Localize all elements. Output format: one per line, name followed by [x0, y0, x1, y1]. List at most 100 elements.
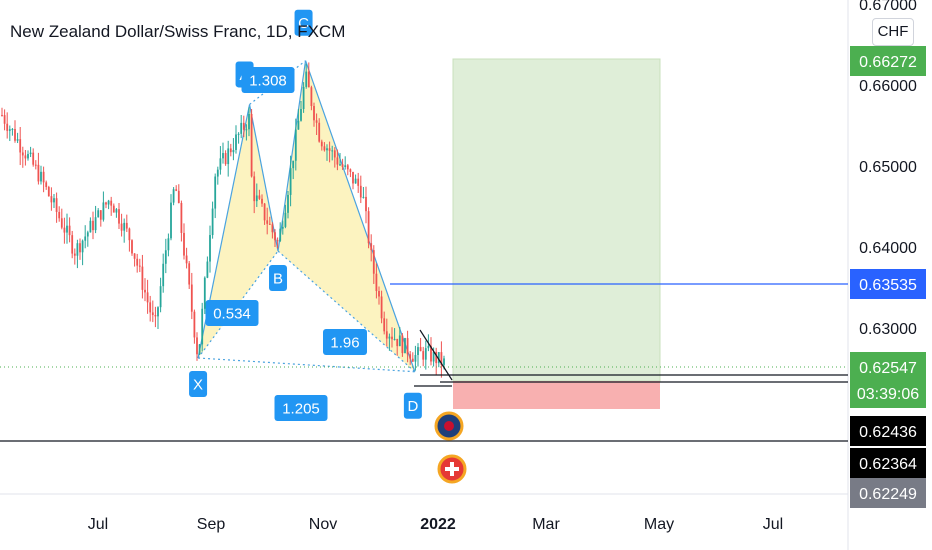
candle-body: [300, 109, 302, 121]
candle-body: [170, 202, 172, 239]
candle-body: [29, 152, 32, 155]
candle-body: [237, 133, 240, 135]
candle-body: [19, 139, 22, 153]
candle-body: [372, 250, 375, 274]
x-tick-label: Sep: [197, 516, 226, 533]
price-label-gray: 0.62249: [850, 478, 926, 508]
candle-body: [354, 178, 357, 184]
candle-body: [248, 113, 250, 130]
candle-body: [315, 120, 318, 123]
candle-body: [198, 344, 201, 355]
candle-body: [320, 141, 323, 147]
candle-body: [68, 225, 71, 236]
candle-body: [289, 168, 292, 195]
candle-body: [263, 203, 266, 221]
drawn-lines[interactable]: [0, 283, 848, 442]
candle-body: [180, 202, 183, 233]
candle-body: [323, 146, 326, 151]
leg-xd: [198, 357, 415, 373]
ratio-label-b-d[interactable]: 1.96: [323, 329, 367, 355]
candle-body: [359, 185, 362, 198]
price-label-text: 0.62547: [859, 360, 917, 377]
price-axis[interactable]: 0.67000 0.66000 0.65000 0.64000 0.63000: [859, 0, 917, 338]
point-label-b[interactable]: B: [269, 265, 288, 292]
price-label-text: 0.63535: [859, 277, 917, 294]
ratio-label-x-d[interactable]: 1.205: [274, 395, 328, 421]
ratio-label-x-b[interactable]: 0.534: [205, 300, 259, 326]
price-label-bg: [850, 269, 926, 299]
price-label-bg: [850, 478, 926, 508]
candle-body: [336, 157, 339, 165]
candle-body: [193, 311, 196, 338]
candle-body: [274, 232, 276, 241]
candle-body: [404, 338, 406, 354]
event-flags[interactable]: [434, 411, 467, 484]
price-label-text: 0.62364: [859, 456, 917, 473]
candle-body: [21, 152, 24, 156]
candle-body: [86, 232, 89, 237]
point-label-x[interactable]: X: [189, 370, 208, 397]
candle-body: [380, 296, 383, 319]
candle-body: [58, 211, 61, 219]
candle-body: [47, 187, 50, 197]
candle-body: [378, 291, 380, 297]
candle-body: [240, 122, 243, 134]
candle-body: [89, 220, 92, 233]
candle-body: [115, 209, 118, 213]
candle-body: [32, 152, 35, 165]
candle-body: [110, 200, 113, 206]
ratio-label-a-c[interactable]: 1.308: [241, 67, 295, 93]
candle-body: [427, 345, 430, 349]
stop-zone[interactable]: [453, 381, 660, 409]
candle-body: [432, 351, 435, 362]
target-zone[interactable]: [452, 58, 661, 382]
candle-body: [201, 308, 204, 345]
currency-button[interactable]: CHF: [872, 18, 914, 46]
candle-body: [206, 261, 209, 278]
point-label-d-bg: [403, 392, 422, 419]
candle-body: [157, 307, 159, 317]
candle-body: [305, 71, 308, 87]
candle-body: [136, 258, 139, 266]
point-label-x-text: X: [193, 376, 203, 393]
candle-body: [151, 312, 154, 316]
candle-body: [242, 122, 245, 130]
ratio-label-a-c-bg: [241, 67, 295, 93]
price-label-target: 0.66272: [850, 46, 926, 76]
candle-body: [14, 129, 16, 141]
candle-body: [310, 87, 313, 107]
candle-body: [112, 205, 115, 213]
candle-body: [424, 348, 427, 360]
price-label-text: 0.62249: [859, 486, 917, 503]
point-label-d[interactable]: D: [403, 392, 422, 419]
candle-body: [266, 220, 269, 224]
long-position-tool[interactable]: [452, 58, 661, 409]
y-tick-label: 0.63000: [859, 321, 917, 338]
candle-body: [398, 335, 401, 347]
candle-body: [437, 352, 440, 364]
candle-body: [302, 86, 305, 110]
candle-body: [6, 123, 9, 131]
candle-body: [435, 351, 438, 364]
candle-body: [196, 337, 198, 355]
candle-body: [71, 235, 74, 254]
candle-body: [167, 238, 170, 251]
candle-body: [209, 235, 211, 262]
candle-body: [162, 263, 165, 287]
candle-body: [409, 354, 412, 359]
candle-body: [50, 196, 53, 203]
x-tick-label: Mar: [532, 516, 560, 533]
time-axis[interactable]: Jul Sep Nov 2022 Mar May Jul: [88, 516, 783, 533]
candle-body: [341, 164, 344, 168]
candle-body: [154, 315, 157, 317]
candle-body: [66, 225, 68, 233]
candle-body: [391, 336, 393, 340]
candle-body: [313, 106, 315, 121]
candle-body: [42, 171, 45, 183]
candle-body: [84, 236, 87, 241]
point-label-c[interactable]: C: [294, 9, 313, 36]
wedge-upper-line[interactable]: [419, 329, 453, 381]
candle-body: [419, 347, 422, 352]
